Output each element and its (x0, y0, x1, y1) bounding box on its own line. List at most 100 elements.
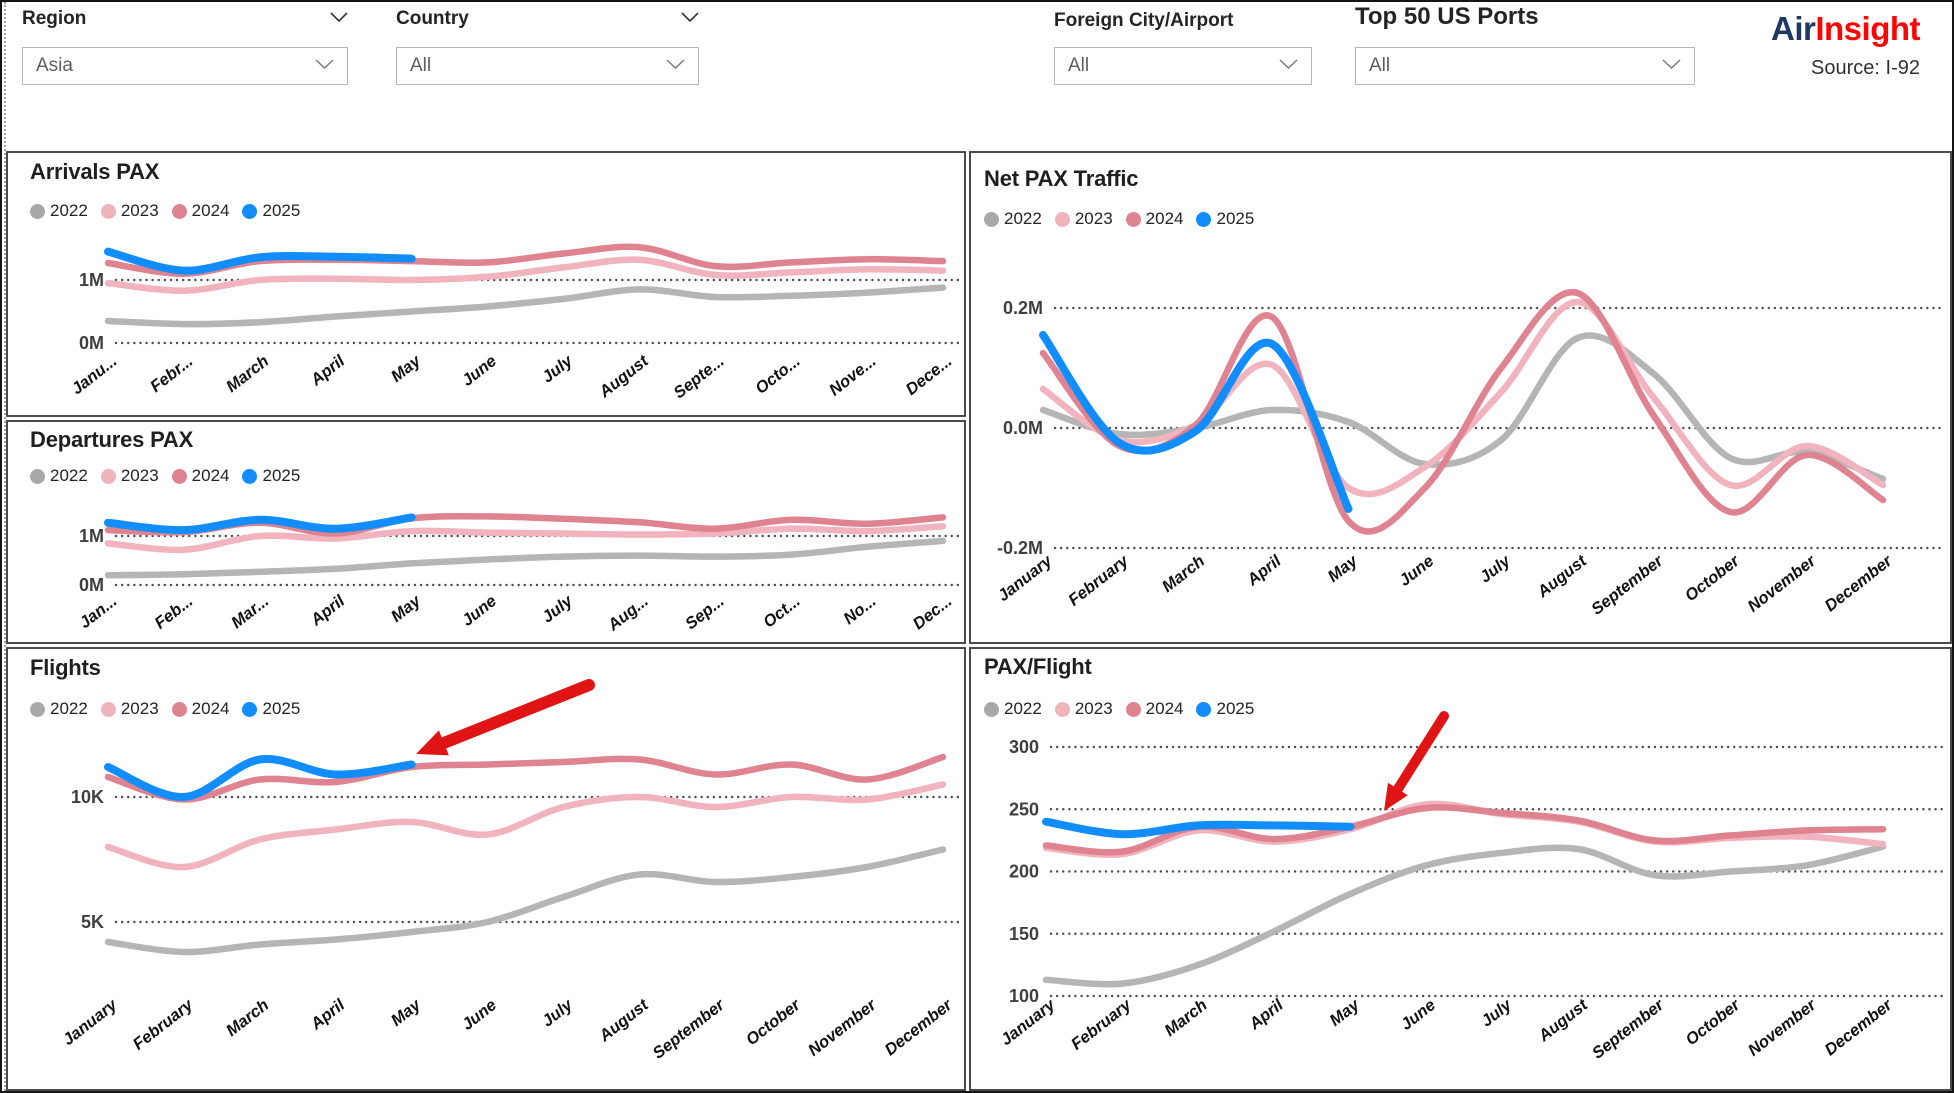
series-line-2023 (104, 781, 947, 871)
x-axis-tick-label: August (1534, 995, 1592, 1046)
brand-block: AirInsight Source: I-92 (1771, 10, 1920, 80)
top50-dropdown[interactable]: All (1355, 47, 1695, 85)
legend-dot-icon (171, 701, 187, 717)
chart-title: PAX/Flight (984, 654, 1092, 679)
x-axis-tick-label: July (539, 351, 577, 386)
country-label: Country (396, 8, 469, 29)
series-line-2022 (1042, 843, 1887, 988)
legend-dot-icon (30, 701, 45, 717)
chevron-down-icon (1662, 57, 1681, 75)
legend-dot-icon (242, 701, 258, 717)
legend-dot-icon (171, 468, 187, 484)
chevron-down-icon (666, 57, 685, 75)
x-axis-tick-label: May (388, 995, 425, 1029)
pax-per-flight-panel: PAX/Flight 2022 2023 2024 2025 300 250 200… (969, 647, 1952, 1091)
x-axis-tick-label: July (539, 995, 577, 1030)
x-axis-tick-label: June (459, 996, 500, 1034)
legend-item-2023: 2023 (1054, 209, 1113, 229)
x-axis-tick-label: April (307, 996, 349, 1034)
series-line-2025 (1042, 817, 1355, 839)
legend-item-2023: 2023 (100, 466, 159, 486)
legend-dot-icon (1125, 211, 1141, 227)
y-axis-tick-label: 300 (1009, 737, 1039, 757)
legend-item-2024: 2024 (171, 466, 229, 486)
legend-item-2024: 2024 (171, 699, 229, 719)
chart-legend: 2022 2023 2024 2025 (30, 466, 300, 486)
legend-item-2024: 2024 (1125, 699, 1183, 719)
x-axis-tick-label: Janu... (68, 352, 120, 398)
x-axis-tick-label: December (881, 995, 956, 1059)
x-axis-tick-label: April (307, 592, 349, 630)
chart-title: Net PAX Traffic (984, 166, 1139, 191)
x-axis-tick-label: August (595, 995, 653, 1046)
x-axis-tick-label: Febr... (147, 352, 196, 396)
foreign-city-slicer: Foreign City/Airport All (1054, 10, 1312, 85)
annotation-arrow-shaft (437, 679, 595, 749)
x-axis-tick-label: October (1682, 551, 1744, 605)
x-axis-tick-label: June (459, 352, 500, 390)
legend-item-2024: 2024 (171, 201, 229, 221)
country-value: All (410, 55, 432, 76)
y-axis-tick-label: 200 (1009, 862, 1039, 882)
x-axis-tick-label: Feb... (151, 592, 196, 633)
legend-dot-icon (242, 468, 258, 484)
x-axis-tick-label: March (223, 996, 272, 1040)
x-axis-tick-label: December (1822, 551, 1897, 615)
y-axis-tick-label: -0.2M (997, 538, 1043, 558)
country-dropdown[interactable]: All (396, 47, 699, 85)
page-left-dotted-edge (4, 2, 6, 1091)
departures-pax-panel: Departures PAX 2022 2023 2024 2025 1M 0M J… (6, 420, 966, 644)
top50-value: All (1369, 55, 1391, 76)
series-line-2025 (104, 513, 416, 535)
x-axis-tick-label: May (1326, 995, 1363, 1029)
brand-air-text: Air (1771, 10, 1816, 47)
x-axis-tick-label: No... (840, 592, 879, 628)
top50-label: Top 50 US Ports (1355, 3, 1539, 30)
brand-insight-text: Insight (1815, 10, 1920, 47)
x-axis-tick-label: March (1159, 552, 1208, 596)
foreign-city-dropdown[interactable]: All (1054, 47, 1312, 85)
legend-dot-icon (984, 211, 999, 227)
series-line-2025 (104, 755, 416, 801)
legend-dot-icon (30, 468, 45, 484)
chart-legend: 2022 2023 2024 2025 (984, 699, 1254, 719)
x-axis-tick-label: May (388, 591, 425, 625)
x-axis-tick-label: Sep... (682, 592, 728, 633)
legend-dot-icon (1054, 211, 1070, 227)
region-label: Region (22, 8, 87, 29)
x-axis-tick-label: September (649, 995, 729, 1063)
x-axis-tick-label: February (1068, 995, 1135, 1053)
chevron-down-icon[interactable] (330, 10, 348, 28)
x-axis-tick-label: Aug... (604, 592, 652, 635)
x-axis-tick-label: October (743, 995, 805, 1049)
annotation-arrow-head (416, 730, 449, 756)
x-axis-tick-label: January (995, 551, 1057, 605)
chart-legend: 2022 2023 2024 2025 (30, 699, 300, 719)
legend-dot-icon (100, 203, 116, 219)
legend-dot-icon (100, 701, 116, 717)
chevron-down-icon[interactable] (681, 10, 699, 28)
x-axis-tick-label: Oct... (760, 592, 804, 632)
x-axis-tick-label: December (1822, 995, 1897, 1059)
series-line-2024 (104, 753, 947, 803)
series-line-2022 (1039, 332, 1887, 483)
x-axis-tick-label: September (1588, 551, 1668, 619)
y-axis-tick-label: 250 (1009, 799, 1039, 819)
x-axis-tick-label: Dec... (910, 592, 956, 633)
x-axis-tick-label: Nove... (826, 352, 880, 399)
y-axis-tick-label: 5K (81, 912, 104, 932)
legend-dot-icon (1196, 211, 1212, 227)
legend-item-2022: 2022 (984, 699, 1042, 719)
legend-item-2023: 2023 (100, 699, 159, 719)
net-pax-traffic-panel: Net PAX Traffic 2022 2023 2024 2025 0.2M… (969, 151, 1952, 644)
legend-dot-icon (984, 701, 999, 717)
legend-item-2025: 2025 (242, 466, 300, 486)
series-line-2022 (104, 284, 947, 328)
x-axis-tick-label: July (1477, 551, 1515, 586)
legend-dot-icon (30, 203, 45, 219)
legend-item-2025: 2025 (242, 699, 300, 719)
region-dropdown[interactable]: Asia (22, 47, 348, 85)
legend-item-2023: 2023 (1054, 699, 1113, 719)
